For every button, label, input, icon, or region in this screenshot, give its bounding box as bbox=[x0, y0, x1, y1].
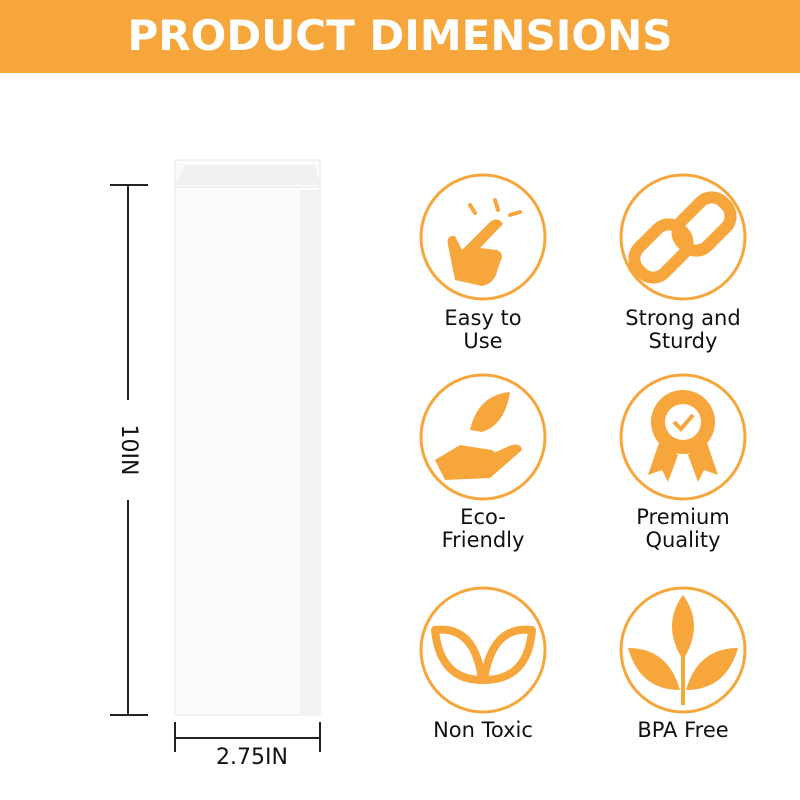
feature-label: Non Toxic bbox=[433, 718, 533, 742]
feature-label: Quality bbox=[645, 528, 720, 552]
feature-label: BPA Free bbox=[637, 718, 728, 742]
icon-circles bbox=[419, 173, 747, 714]
width-label: 2.75IN bbox=[216, 745, 288, 770]
height-dimension bbox=[110, 184, 148, 716]
feature-label: Friendly bbox=[442, 528, 525, 552]
icons bbox=[431, 191, 738, 705]
header-band bbox=[0, 0, 800, 73]
feature-label: Easy to bbox=[444, 306, 521, 330]
feature-label: Eco- bbox=[460, 505, 506, 529]
width-dimension bbox=[174, 722, 321, 752]
feature-label: Strong and bbox=[625, 306, 740, 330]
height-label: 10IN bbox=[116, 425, 141, 476]
feature-label: Use bbox=[463, 329, 502, 353]
bag bbox=[174, 159, 321, 716]
feature-label: Premium bbox=[636, 505, 729, 529]
feature-label: Sturdy bbox=[649, 329, 718, 353]
title: PRODUCT DIMENSIONS bbox=[128, 11, 673, 60]
